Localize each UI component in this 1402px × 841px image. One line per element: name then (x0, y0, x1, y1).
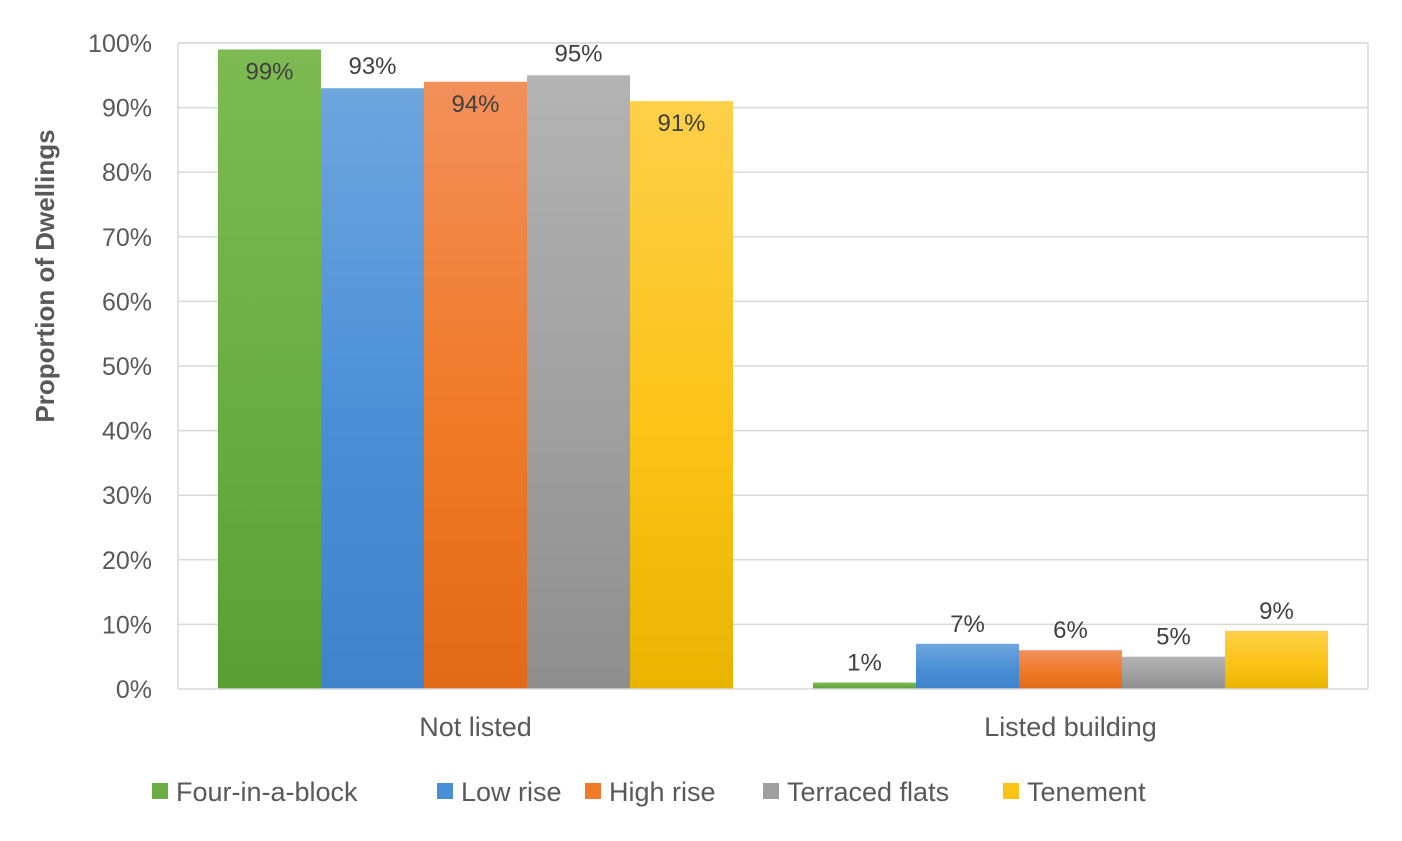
legend-swatch (763, 783, 779, 799)
legend-item: Terraced flats (763, 777, 949, 807)
data-label: 93% (348, 53, 396, 80)
bar-low-rise (321, 88, 424, 690)
legend-swatch (585, 783, 601, 799)
bar-high-rise (1019, 650, 1122, 689)
legend-item: High rise (585, 777, 716, 807)
y-tick-label: 60% (102, 288, 152, 316)
bar-four-in-a-block (218, 49, 321, 689)
x-category-label: Not listed (419, 712, 532, 742)
data-label: 7% (950, 611, 985, 638)
y-tick-label: 70% (102, 224, 152, 252)
legend: Four-in-a-block Low rise High rise Terraced… (152, 777, 1146, 807)
bar-tenement (1225, 630, 1328, 689)
data-label: 9% (1259, 598, 1294, 625)
data-label: 5% (1156, 624, 1191, 651)
legend-item: Tenement (1003, 777, 1146, 807)
legend-label: Four-in-a-block (176, 777, 358, 807)
data-label: 91% (657, 110, 705, 137)
bar-terraced-flats (527, 75, 630, 690)
bar-four-in-a-block (813, 682, 916, 689)
legend-item: Low rise (437, 777, 562, 807)
y-tick-label: 80% (102, 159, 152, 187)
axes: 0% 10% 20% 30% 40% 50% 60% 70% 80% 90% 100% Not lis… (88, 30, 1369, 742)
legend-swatch (152, 783, 168, 799)
legend-label: High rise (609, 777, 716, 807)
bar-tenement (630, 101, 733, 689)
data-label: 1% (847, 650, 882, 677)
data-label: 6% (1053, 617, 1088, 644)
bars (218, 49, 1328, 690)
bar-terraced-flats (1122, 656, 1225, 689)
legend-item: Four-in-a-block (152, 777, 358, 807)
data-label: 99% (245, 58, 293, 85)
y-tick-label: 50% (102, 353, 152, 381)
y-axis-title: Proportion of Dwellings (30, 129, 60, 422)
y-tick-label: 20% (102, 547, 152, 575)
data-label: 94% (451, 91, 499, 118)
legend-swatch (1003, 783, 1019, 799)
legend-swatch (437, 783, 453, 799)
bar-low-rise (916, 643, 1019, 689)
bar-high-rise (424, 81, 527, 689)
y-tick-label: 90% (102, 95, 152, 123)
y-tick-label: 10% (102, 611, 152, 639)
legend-label: Terraced flats (787, 777, 949, 807)
data-labels: 99% 93% 94% 95% 91% 1% 7% 6% 5% 9% (245, 40, 1293, 676)
y-tick-label: 30% (102, 482, 152, 510)
x-category-label: Listed building (984, 712, 1157, 742)
legend-label: Low rise (461, 777, 562, 807)
y-tick-label: 100% (88, 30, 152, 58)
y-tick-label: 40% (102, 418, 152, 446)
data-label: 95% (554, 40, 602, 67)
y-tick-label: 0% (116, 676, 152, 704)
legend-label: Tenement (1027, 777, 1146, 807)
